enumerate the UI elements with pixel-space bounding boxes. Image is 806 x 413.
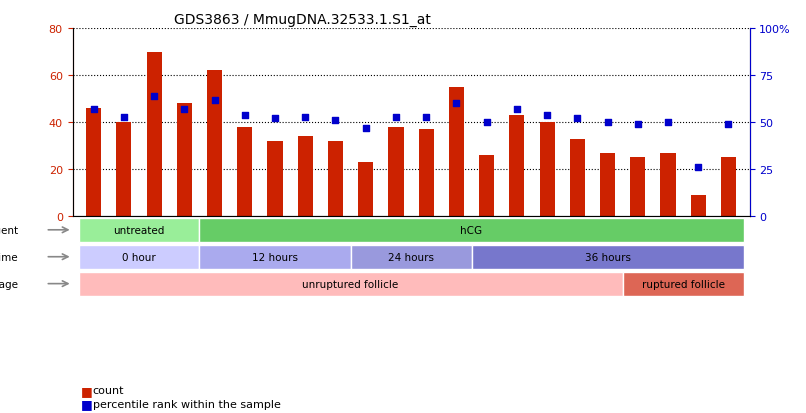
Point <box>662 120 675 126</box>
Point <box>239 112 251 119</box>
Point <box>420 114 433 121</box>
Bar <box>207 71 222 217</box>
Point <box>510 107 523 113</box>
Bar <box>721 158 736 217</box>
Bar <box>509 116 525 217</box>
Bar <box>388 128 404 217</box>
Point <box>147 93 160 100</box>
FancyBboxPatch shape <box>623 272 744 296</box>
FancyBboxPatch shape <box>78 245 200 269</box>
Bar <box>418 130 434 217</box>
FancyBboxPatch shape <box>351 245 472 269</box>
Text: ■: ■ <box>81 384 93 397</box>
Text: ■: ■ <box>81 397 93 411</box>
Point <box>601 120 614 126</box>
Bar <box>237 128 252 217</box>
Point <box>571 116 584 122</box>
Point <box>480 120 493 126</box>
Point <box>208 97 221 104</box>
Bar <box>328 142 343 217</box>
Text: GDS3863 / MmugDNA.32533.1.S1_at: GDS3863 / MmugDNA.32533.1.S1_at <box>174 12 431 26</box>
Point <box>450 101 463 107</box>
Bar <box>358 163 373 217</box>
Point <box>389 114 402 121</box>
FancyBboxPatch shape <box>78 272 623 296</box>
Point <box>722 121 735 128</box>
Point <box>692 165 704 171</box>
Text: ruptured follicle: ruptured follicle <box>642 279 725 289</box>
Text: development stage: development stage <box>0 279 19 289</box>
FancyBboxPatch shape <box>200 245 351 269</box>
Text: count: count <box>93 385 124 395</box>
Bar <box>630 158 646 217</box>
FancyBboxPatch shape <box>472 245 744 269</box>
Text: 24 hours: 24 hours <box>388 252 434 262</box>
Bar <box>297 137 313 217</box>
Text: 36 hours: 36 hours <box>584 252 630 262</box>
Bar <box>479 156 494 217</box>
FancyBboxPatch shape <box>78 218 200 242</box>
Point <box>268 116 281 122</box>
Text: agent: agent <box>0 225 19 235</box>
Point <box>118 114 131 121</box>
Bar <box>147 52 162 217</box>
Bar <box>177 104 192 217</box>
Bar <box>449 88 464 217</box>
Point <box>359 125 372 132</box>
Point <box>87 107 100 113</box>
Text: unruptured follicle: unruptured follicle <box>302 279 399 289</box>
Point <box>329 118 342 124</box>
Bar <box>539 123 555 217</box>
Point <box>541 112 554 119</box>
Point <box>299 114 312 121</box>
Text: 12 hours: 12 hours <box>252 252 298 262</box>
FancyBboxPatch shape <box>200 218 744 242</box>
Bar <box>116 123 131 217</box>
Bar <box>268 142 283 217</box>
Point <box>631 121 644 128</box>
Bar <box>600 153 615 217</box>
Bar <box>570 139 585 217</box>
Bar <box>660 153 675 217</box>
Text: hCG: hCG <box>460 225 483 235</box>
Bar <box>691 196 706 217</box>
Bar <box>86 109 102 217</box>
Text: time: time <box>0 252 19 262</box>
Text: 0 hour: 0 hour <box>123 252 156 262</box>
Point <box>178 107 191 113</box>
Text: percentile rank within the sample: percentile rank within the sample <box>93 399 280 409</box>
Text: untreated: untreated <box>114 225 164 235</box>
